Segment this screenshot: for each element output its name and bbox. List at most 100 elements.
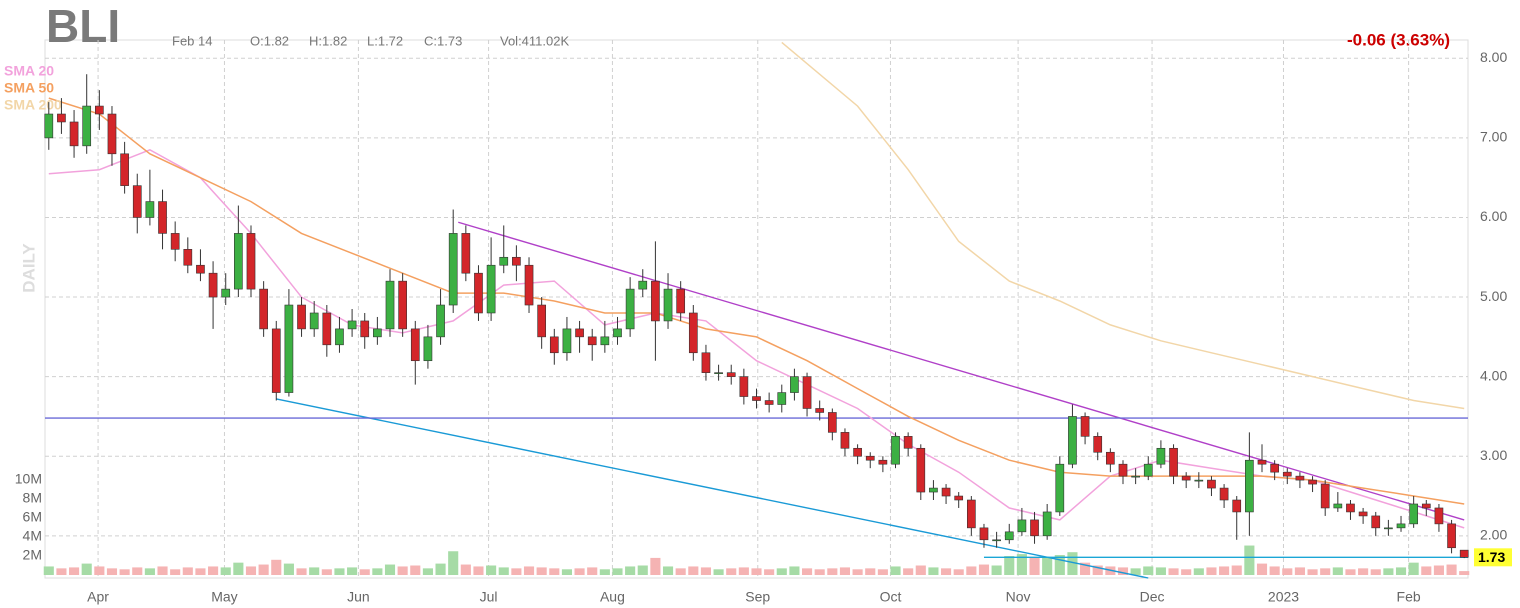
candle-body bbox=[183, 249, 193, 266]
candle-body bbox=[865, 455, 875, 461]
candle-body bbox=[170, 233, 180, 250]
plot-frame bbox=[44, 39, 1469, 579]
volume-tick-label: 8M bbox=[23, 490, 42, 506]
volume-bar bbox=[1408, 562, 1419, 575]
volume-bar bbox=[1004, 556, 1015, 575]
volume-bar bbox=[435, 563, 446, 575]
candle-body bbox=[461, 233, 471, 274]
volume-bar bbox=[384, 564, 396, 575]
volume-bar bbox=[81, 563, 92, 575]
candle-body bbox=[423, 336, 433, 362]
last-price: 1.73 bbox=[1478, 549, 1505, 565]
candle-body bbox=[802, 376, 812, 409]
volume-bar bbox=[1067, 552, 1078, 575]
candle-body bbox=[1004, 531, 1014, 541]
volume-bar bbox=[599, 569, 610, 575]
candle-body bbox=[1169, 447, 1178, 477]
volume-bar bbox=[1054, 555, 1065, 575]
candle-body bbox=[246, 233, 256, 290]
candle-body bbox=[891, 436, 900, 465]
candle-body bbox=[1055, 463, 1065, 513]
volume-bar bbox=[1168, 568, 1179, 575]
volume-bar bbox=[258, 564, 269, 575]
legend-entry: SMA 20 bbox=[4, 63, 54, 79]
sma-line bbox=[48, 97, 1465, 505]
candle-body bbox=[410, 328, 420, 362]
candle-body bbox=[1030, 519, 1039, 537]
candle-body bbox=[992, 539, 1001, 542]
volume-bar bbox=[536, 567, 547, 575]
volume-bar bbox=[1181, 569, 1192, 575]
volume-bar bbox=[1143, 566, 1154, 575]
volume-bar bbox=[347, 567, 358, 575]
candle-body bbox=[347, 320, 357, 330]
candle-body bbox=[1358, 511, 1368, 517]
volume-bar bbox=[1294, 567, 1305, 575]
high-label: H:1.82 bbox=[309, 33, 347, 48]
volume-bar bbox=[195, 568, 206, 575]
volume-bar bbox=[1042, 556, 1053, 575]
grid-layer bbox=[45, 40, 1468, 578]
candle-body bbox=[575, 328, 584, 338]
candle-body bbox=[714, 372, 723, 374]
x-tick-label: Nov bbox=[1006, 589, 1031, 605]
candle-body bbox=[107, 113, 117, 155]
candle-body bbox=[549, 336, 559, 354]
candle-body bbox=[701, 352, 711, 373]
legend-entry: SMA 50 bbox=[4, 80, 54, 96]
volume-bar bbox=[498, 567, 509, 575]
candle-body bbox=[1106, 451, 1115, 465]
candle-body bbox=[94, 105, 104, 115]
close-label: C:1.73 bbox=[424, 33, 462, 48]
candle-body bbox=[1093, 436, 1103, 453]
candle-body bbox=[929, 487, 938, 493]
candle-body bbox=[903, 436, 913, 449]
candle-body bbox=[1371, 515, 1381, 529]
candle-body bbox=[448, 233, 458, 306]
volume-bar bbox=[1446, 564, 1457, 575]
volume-bar bbox=[877, 569, 888, 575]
x-tick-label: 2023 bbox=[1268, 589, 1299, 605]
candle-body bbox=[1219, 487, 1229, 501]
candle-body bbox=[954, 495, 964, 501]
volume-bar bbox=[372, 568, 383, 575]
volume-bar bbox=[839, 567, 851, 575]
date: Feb 14 bbox=[172, 33, 212, 48]
volume-bar bbox=[776, 568, 787, 575]
candle-body bbox=[322, 312, 332, 346]
volume-bar bbox=[789, 566, 800, 575]
candle-body bbox=[297, 304, 306, 330]
candle-body bbox=[474, 272, 483, 314]
candle-body bbox=[1245, 459, 1254, 513]
candle-body bbox=[1421, 503, 1431, 509]
volume-bar bbox=[410, 565, 421, 575]
y-tick-label: 2.00 bbox=[1480, 527, 1507, 543]
volume-bar bbox=[700, 567, 712, 575]
candle-body bbox=[726, 372, 736, 377]
candle-body bbox=[120, 153, 129, 186]
x-tick-label: Apr bbox=[87, 589, 109, 605]
volume-bar bbox=[561, 569, 572, 575]
candle-body bbox=[82, 105, 92, 147]
volume-bar bbox=[1320, 568, 1331, 575]
volume-bar bbox=[208, 566, 219, 575]
volume-bar bbox=[650, 557, 661, 575]
volume-bar bbox=[915, 565, 926, 575]
volume-bar bbox=[283, 563, 294, 575]
candle-body bbox=[271, 328, 281, 393]
volume-bar bbox=[157, 566, 168, 575]
candle-body bbox=[1295, 475, 1305, 481]
volume-bar bbox=[448, 551, 459, 575]
volume-bar bbox=[1092, 565, 1103, 575]
volume-bar bbox=[637, 565, 648, 575]
x-tick-label: Feb bbox=[1397, 589, 1421, 605]
volume-bar bbox=[1155, 567, 1166, 575]
period: DAILY bbox=[19, 243, 38, 293]
candle-body bbox=[1346, 503, 1355, 513]
volume-bar bbox=[1206, 567, 1217, 575]
candle-body bbox=[562, 328, 572, 354]
volume-bar bbox=[309, 567, 320, 575]
volume-bar bbox=[1282, 568, 1293, 575]
candle-body bbox=[234, 233, 243, 290]
